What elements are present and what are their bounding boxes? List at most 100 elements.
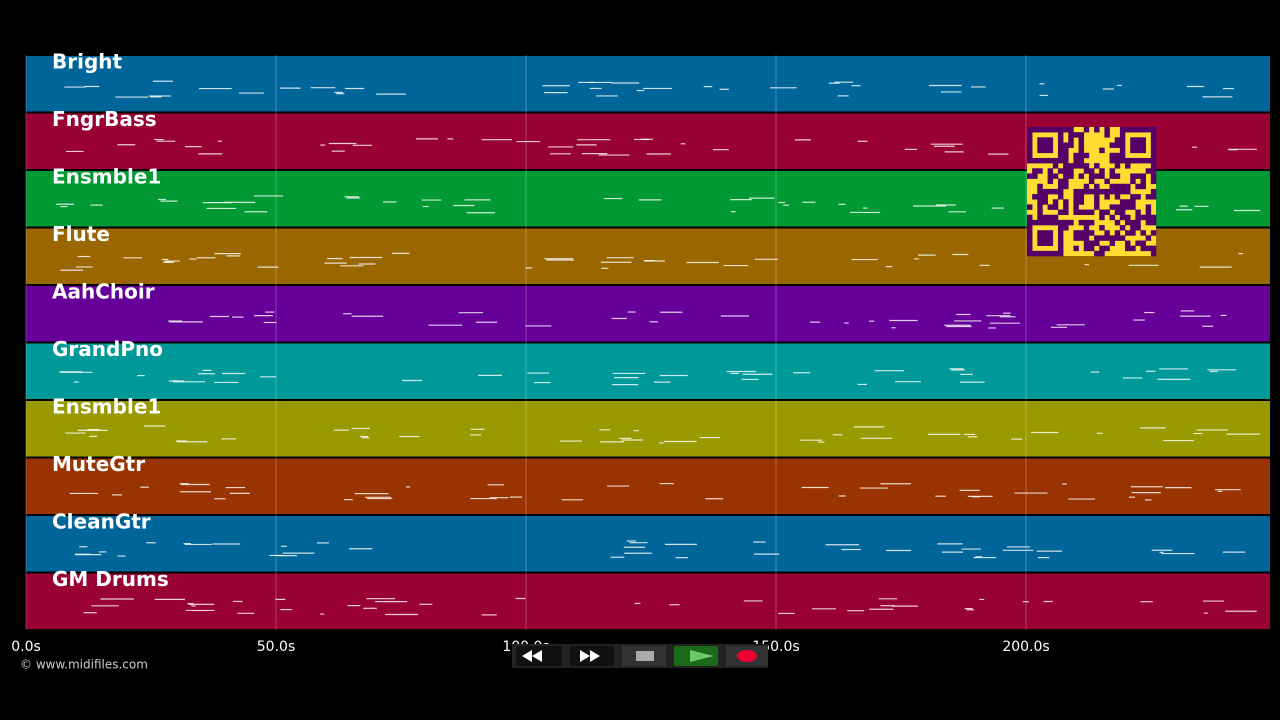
qr-cell bbox=[1027, 225, 1033, 231]
qr-cell bbox=[1140, 178, 1146, 185]
qr-cell bbox=[1037, 157, 1043, 164]
qr-cell bbox=[1052, 214, 1059, 221]
qr-cell bbox=[1042, 214, 1048, 221]
qr-cell bbox=[1109, 240, 1116, 246]
qr-cell bbox=[1088, 168, 1095, 174]
qr-cell bbox=[1057, 219, 1064, 226]
qr-cell bbox=[1078, 152, 1085, 159]
track-name: CleanGtr bbox=[52, 510, 151, 534]
qr-cell bbox=[1032, 168, 1038, 174]
forward-button[interactable] bbox=[570, 646, 614, 666]
qr-cell bbox=[1057, 194, 1064, 200]
qr-cell bbox=[1073, 188, 1079, 195]
qr-cell bbox=[1114, 157, 1121, 164]
qr-cell bbox=[1109, 152, 1116, 159]
qr-cell bbox=[1109, 235, 1116, 241]
qr-cell bbox=[1047, 188, 1054, 195]
qr-cell bbox=[1140, 142, 1146, 148]
qr-cell bbox=[1150, 142, 1157, 148]
qr-cell bbox=[1104, 127, 1110, 133]
qr-cell bbox=[1078, 188, 1085, 195]
qr-cell bbox=[1047, 219, 1054, 226]
qr-cell bbox=[1119, 132, 1126, 138]
qr-cell bbox=[1150, 173, 1157, 179]
qr-cell bbox=[1104, 188, 1110, 195]
track-name: FngrBass bbox=[52, 107, 157, 131]
qr-cell bbox=[1078, 209, 1085, 216]
qr-cell bbox=[1109, 168, 1116, 174]
qr-cell bbox=[1094, 173, 1100, 179]
qr-cell bbox=[1130, 178, 1136, 185]
qr-cell bbox=[1145, 245, 1152, 252]
stop-button[interactable] bbox=[622, 646, 666, 666]
qr-cell bbox=[1104, 194, 1110, 200]
qr-cell bbox=[1042, 194, 1048, 200]
qr-cell bbox=[1099, 147, 1105, 154]
track-name: Ensmble1 bbox=[52, 395, 161, 419]
qr-cell bbox=[1150, 230, 1157, 236]
qr-cell bbox=[1032, 250, 1038, 257]
qr-cell bbox=[1130, 127, 1136, 133]
track-name: MuteGtr bbox=[52, 452, 145, 476]
qr-cell bbox=[1150, 127, 1157, 133]
qr-cell bbox=[1057, 240, 1064, 246]
qr-cell bbox=[1027, 132, 1033, 138]
qr-cell bbox=[1068, 219, 1074, 226]
qr-cell bbox=[1135, 142, 1141, 148]
qr-cell bbox=[1104, 178, 1110, 185]
qr-cell bbox=[1042, 199, 1048, 205]
qr-cell bbox=[1037, 209, 1043, 216]
qr-cell bbox=[1135, 219, 1141, 226]
qr-cell bbox=[1057, 142, 1064, 148]
qr-cell bbox=[1052, 199, 1059, 205]
qr-cell bbox=[1088, 188, 1095, 195]
qr-cell bbox=[1114, 152, 1121, 159]
qr-cell bbox=[1150, 245, 1157, 252]
qr-cell bbox=[1078, 132, 1085, 138]
qr-cell bbox=[1037, 230, 1043, 236]
qr-cell bbox=[1109, 142, 1116, 148]
qr-cell bbox=[1119, 225, 1126, 231]
qr-cell bbox=[1063, 173, 1069, 179]
qr-cell bbox=[1032, 173, 1038, 179]
qr-cell bbox=[1145, 127, 1152, 133]
qr-cell bbox=[1114, 188, 1121, 195]
qr-cell bbox=[1140, 245, 1146, 252]
credit: © www.midifiles.com bbox=[20, 658, 148, 672]
qr-cell bbox=[1140, 183, 1146, 190]
qr-cell bbox=[1109, 188, 1116, 195]
qr-cell bbox=[1145, 194, 1152, 200]
qr-cell bbox=[1063, 142, 1069, 148]
qr-cell bbox=[1057, 147, 1064, 154]
qr-cell bbox=[1042, 230, 1048, 236]
qr-cell bbox=[1047, 147, 1054, 154]
qr-cell bbox=[1099, 235, 1105, 241]
qr-cell bbox=[1135, 225, 1141, 231]
qr-cell bbox=[1094, 163, 1100, 169]
qr-cell bbox=[1083, 188, 1090, 195]
qr-cell bbox=[1057, 183, 1064, 190]
qr-cell bbox=[1037, 137, 1043, 143]
qr-cell bbox=[1150, 147, 1157, 154]
track-lane bbox=[26, 573, 1270, 629]
play-button[interactable] bbox=[674, 646, 718, 666]
qr-cell bbox=[1150, 250, 1157, 257]
qr-cell bbox=[1114, 204, 1121, 210]
qr-cell bbox=[1094, 235, 1100, 241]
roll: Bright FngrBass Ensmble1 Flute AahChoir Grand… bbox=[11, 50, 1270, 655]
qr-cell bbox=[1119, 235, 1126, 241]
qr-cell bbox=[1125, 204, 1131, 210]
qr-cell bbox=[1042, 127, 1048, 133]
record-button[interactable] bbox=[726, 646, 768, 666]
qr-cell bbox=[1104, 245, 1110, 252]
qr-cell bbox=[1140, 230, 1146, 236]
track-name: Bright bbox=[52, 50, 123, 74]
qr-cell bbox=[1057, 209, 1064, 216]
qr-cell bbox=[1119, 142, 1126, 148]
rewind-button[interactable] bbox=[516, 646, 562, 666]
qr-cell bbox=[1068, 142, 1074, 148]
qr-cell bbox=[1037, 183, 1043, 190]
qr-cell bbox=[1037, 219, 1043, 226]
